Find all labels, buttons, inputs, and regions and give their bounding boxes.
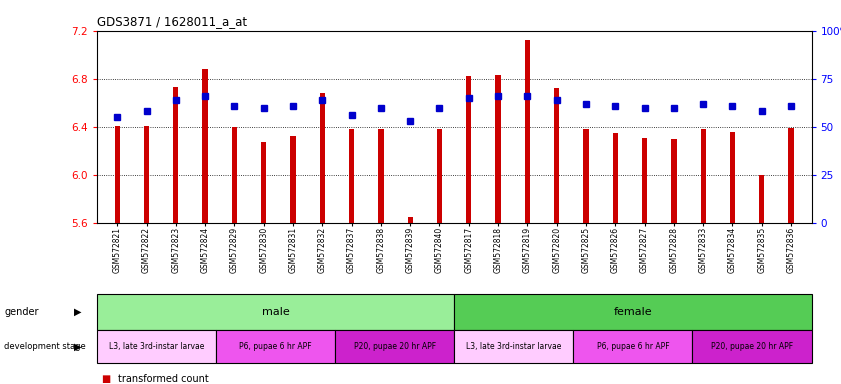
Bar [788,128,794,223]
Text: transformed count: transformed count [118,374,209,384]
Bar [320,93,325,223]
Bar [436,129,442,223]
Bar [97,294,454,330]
Bar [378,129,383,223]
Bar [97,330,216,363]
Bar [554,88,559,223]
Text: P20, pupae 20 hr APF: P20, pupae 20 hr APF [353,342,436,351]
Bar [642,137,648,223]
Bar [349,129,354,223]
Bar [261,142,267,223]
Bar [495,75,500,223]
Text: P6, pupae 6 hr APF: P6, pupae 6 hr APF [239,342,312,351]
Text: female: female [614,307,652,317]
Text: ▶: ▶ [74,307,82,317]
Bar [216,330,335,363]
Bar [290,136,296,223]
Bar [692,330,812,363]
Text: development stage: development stage [4,342,86,351]
Text: ▶: ▶ [74,341,82,352]
Bar [701,129,706,223]
Text: P20, pupae 20 hr APF: P20, pupae 20 hr APF [711,342,793,351]
Bar [173,87,178,223]
Text: GDS3871 / 1628011_a_at: GDS3871 / 1628011_a_at [97,15,247,28]
Text: L3, late 3rd-instar larvae: L3, late 3rd-instar larvae [466,342,562,351]
Bar [612,133,618,223]
Text: L3, late 3rd-instar larvae: L3, late 3rd-instar larvae [108,342,204,351]
Bar [454,294,812,330]
Bar [584,129,589,223]
Bar [574,330,692,363]
Bar [232,127,237,223]
Text: ■: ■ [101,374,110,384]
Bar [114,126,120,223]
Bar [525,40,530,223]
Text: P6, pupae 6 hr APF: P6, pupae 6 hr APF [596,342,669,351]
Bar [144,126,149,223]
Bar [408,217,413,223]
Bar [671,139,676,223]
Bar [759,175,764,223]
Bar [203,69,208,223]
Bar [454,330,574,363]
Bar [730,131,735,223]
Bar [335,330,454,363]
Bar [466,76,472,223]
Text: male: male [262,307,289,317]
Text: gender: gender [4,307,39,317]
